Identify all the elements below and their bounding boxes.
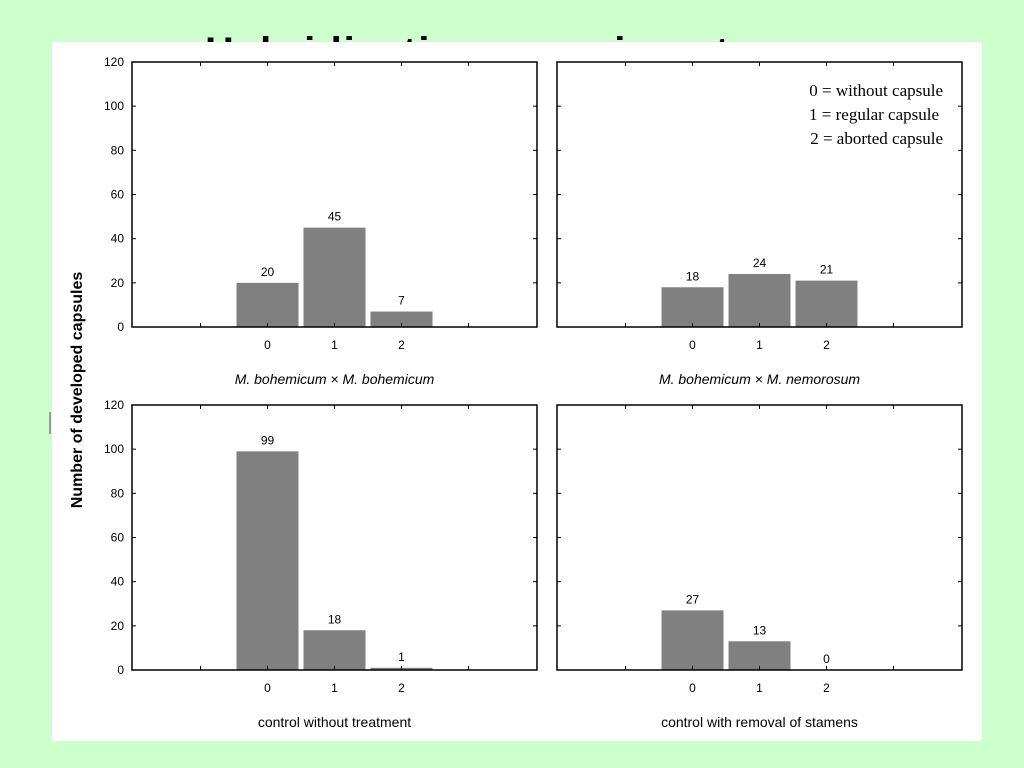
plot-frame-2 — [131, 404, 538, 671]
y-tick-label-2-6: 120 — [104, 398, 124, 412]
value-label-0-0: 20 — [261, 265, 275, 279]
bar-2-1 — [303, 630, 366, 670]
y-tick-label-0-5: 100 — [104, 99, 124, 113]
bar-0-0 — [236, 282, 299, 327]
x-tick-label-2-0: 0 — [264, 681, 271, 695]
value-label-3-2: 0 — [823, 652, 830, 666]
bar-1-2 — [795, 280, 858, 327]
x-tick-label-2-2: 2 — [398, 681, 405, 695]
x-tick-label-3-2: 2 — [823, 681, 830, 695]
value-label-0-1: 45 — [328, 210, 342, 224]
bar-1-0 — [661, 287, 724, 327]
value-label-1-1: 24 — [753, 256, 767, 270]
plot-frame-0 — [131, 61, 538, 328]
x-tick-label-3-1: 1 — [756, 681, 763, 695]
bar-0-2 — [370, 311, 433, 327]
x-tick-label-0-0: 0 — [264, 338, 271, 352]
chart-1: 18 0 24 1 21 2 M. bohemicum × M. nemorosum — [556, 61, 963, 387]
legend-item-1: 1 = regular capsule — [809, 105, 939, 124]
value-label-1-0: 18 — [686, 269, 700, 283]
y-tick-label-0-4: 80 — [111, 143, 125, 157]
bar-1-1 — [728, 274, 791, 327]
x-axis-label-3: control with removal of stamens — [661, 714, 858, 730]
value-label-0-2: 7 — [398, 294, 405, 308]
legend-item-0: 0 = without capsule — [809, 81, 943, 100]
bar-0-1 — [303, 227, 366, 327]
y-tick-label-0-6: 120 — [104, 55, 124, 69]
x-tick-label-3-0: 0 — [689, 681, 696, 695]
x-axis-label-2: control without treatment — [258, 714, 411, 730]
y-tick-label-2-1: 20 — [111, 619, 125, 633]
bar-3-0 — [661, 610, 724, 670]
y-tick-label-2-2: 40 — [111, 575, 125, 589]
y-tick-label-0-3: 60 — [111, 188, 125, 202]
value-label-1-2: 21 — [820, 263, 834, 277]
bar-3-1 — [728, 641, 791, 670]
x-axis-label-0: M. bohemicum × M. bohemicum — [235, 371, 435, 387]
plot-frame-3 — [556, 404, 963, 671]
y-tick-label-2-5: 100 — [104, 442, 124, 456]
x-tick-label-1-0: 0 — [689, 338, 696, 352]
y-tick-label-0-0: 0 — [117, 320, 124, 334]
value-label-2-1: 18 — [328, 612, 342, 626]
x-tick-label-2-1: 1 — [331, 681, 338, 695]
bar-2-0 — [236, 451, 299, 670]
y-tick-label-0-1: 20 — [111, 276, 125, 290]
y-tick-label-2-0: 0 — [117, 663, 124, 677]
x-axis-label-1: M. bohemicum × M. nemorosum — [659, 371, 860, 387]
y-tick-label-2-4: 80 — [111, 486, 125, 500]
value-label-2-2: 1 — [398, 650, 405, 664]
value-label-3-1: 13 — [753, 623, 767, 637]
x-tick-label-0-1: 1 — [331, 338, 338, 352]
legend: 0 = without capsule 1 = regular capsule … — [809, 81, 943, 148]
y-tick-label-0-2: 40 — [111, 232, 125, 246]
chart-3: 27 0 13 1 0 2 control with removal of stamens — [556, 404, 963, 730]
y-axis-title: Number of developed capsules — [69, 272, 86, 509]
plot-frame-1 — [556, 61, 963, 328]
legend-item-2: 2 = aborted capsule — [810, 129, 943, 148]
y-tick-label-2-3: 60 — [111, 531, 125, 545]
value-label-3-0: 27 — [686, 592, 700, 606]
x-tick-label-1-1: 1 — [756, 338, 763, 352]
value-label-2-0: 99 — [261, 433, 275, 447]
x-tick-label-1-2: 2 — [823, 338, 830, 352]
x-tick-label-0-2: 2 — [398, 338, 405, 352]
slide-edge-mark — [49, 412, 51, 434]
chart-panel: 20 0 45 1 7 2 0 20 40 60 80 100 120 M. bohemicum × M.… — [52, 42, 982, 741]
